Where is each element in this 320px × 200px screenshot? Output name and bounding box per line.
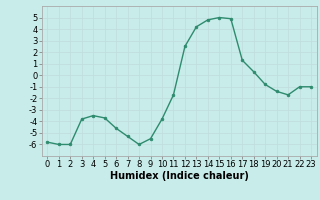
X-axis label: Humidex (Indice chaleur): Humidex (Indice chaleur) xyxy=(110,171,249,181)
